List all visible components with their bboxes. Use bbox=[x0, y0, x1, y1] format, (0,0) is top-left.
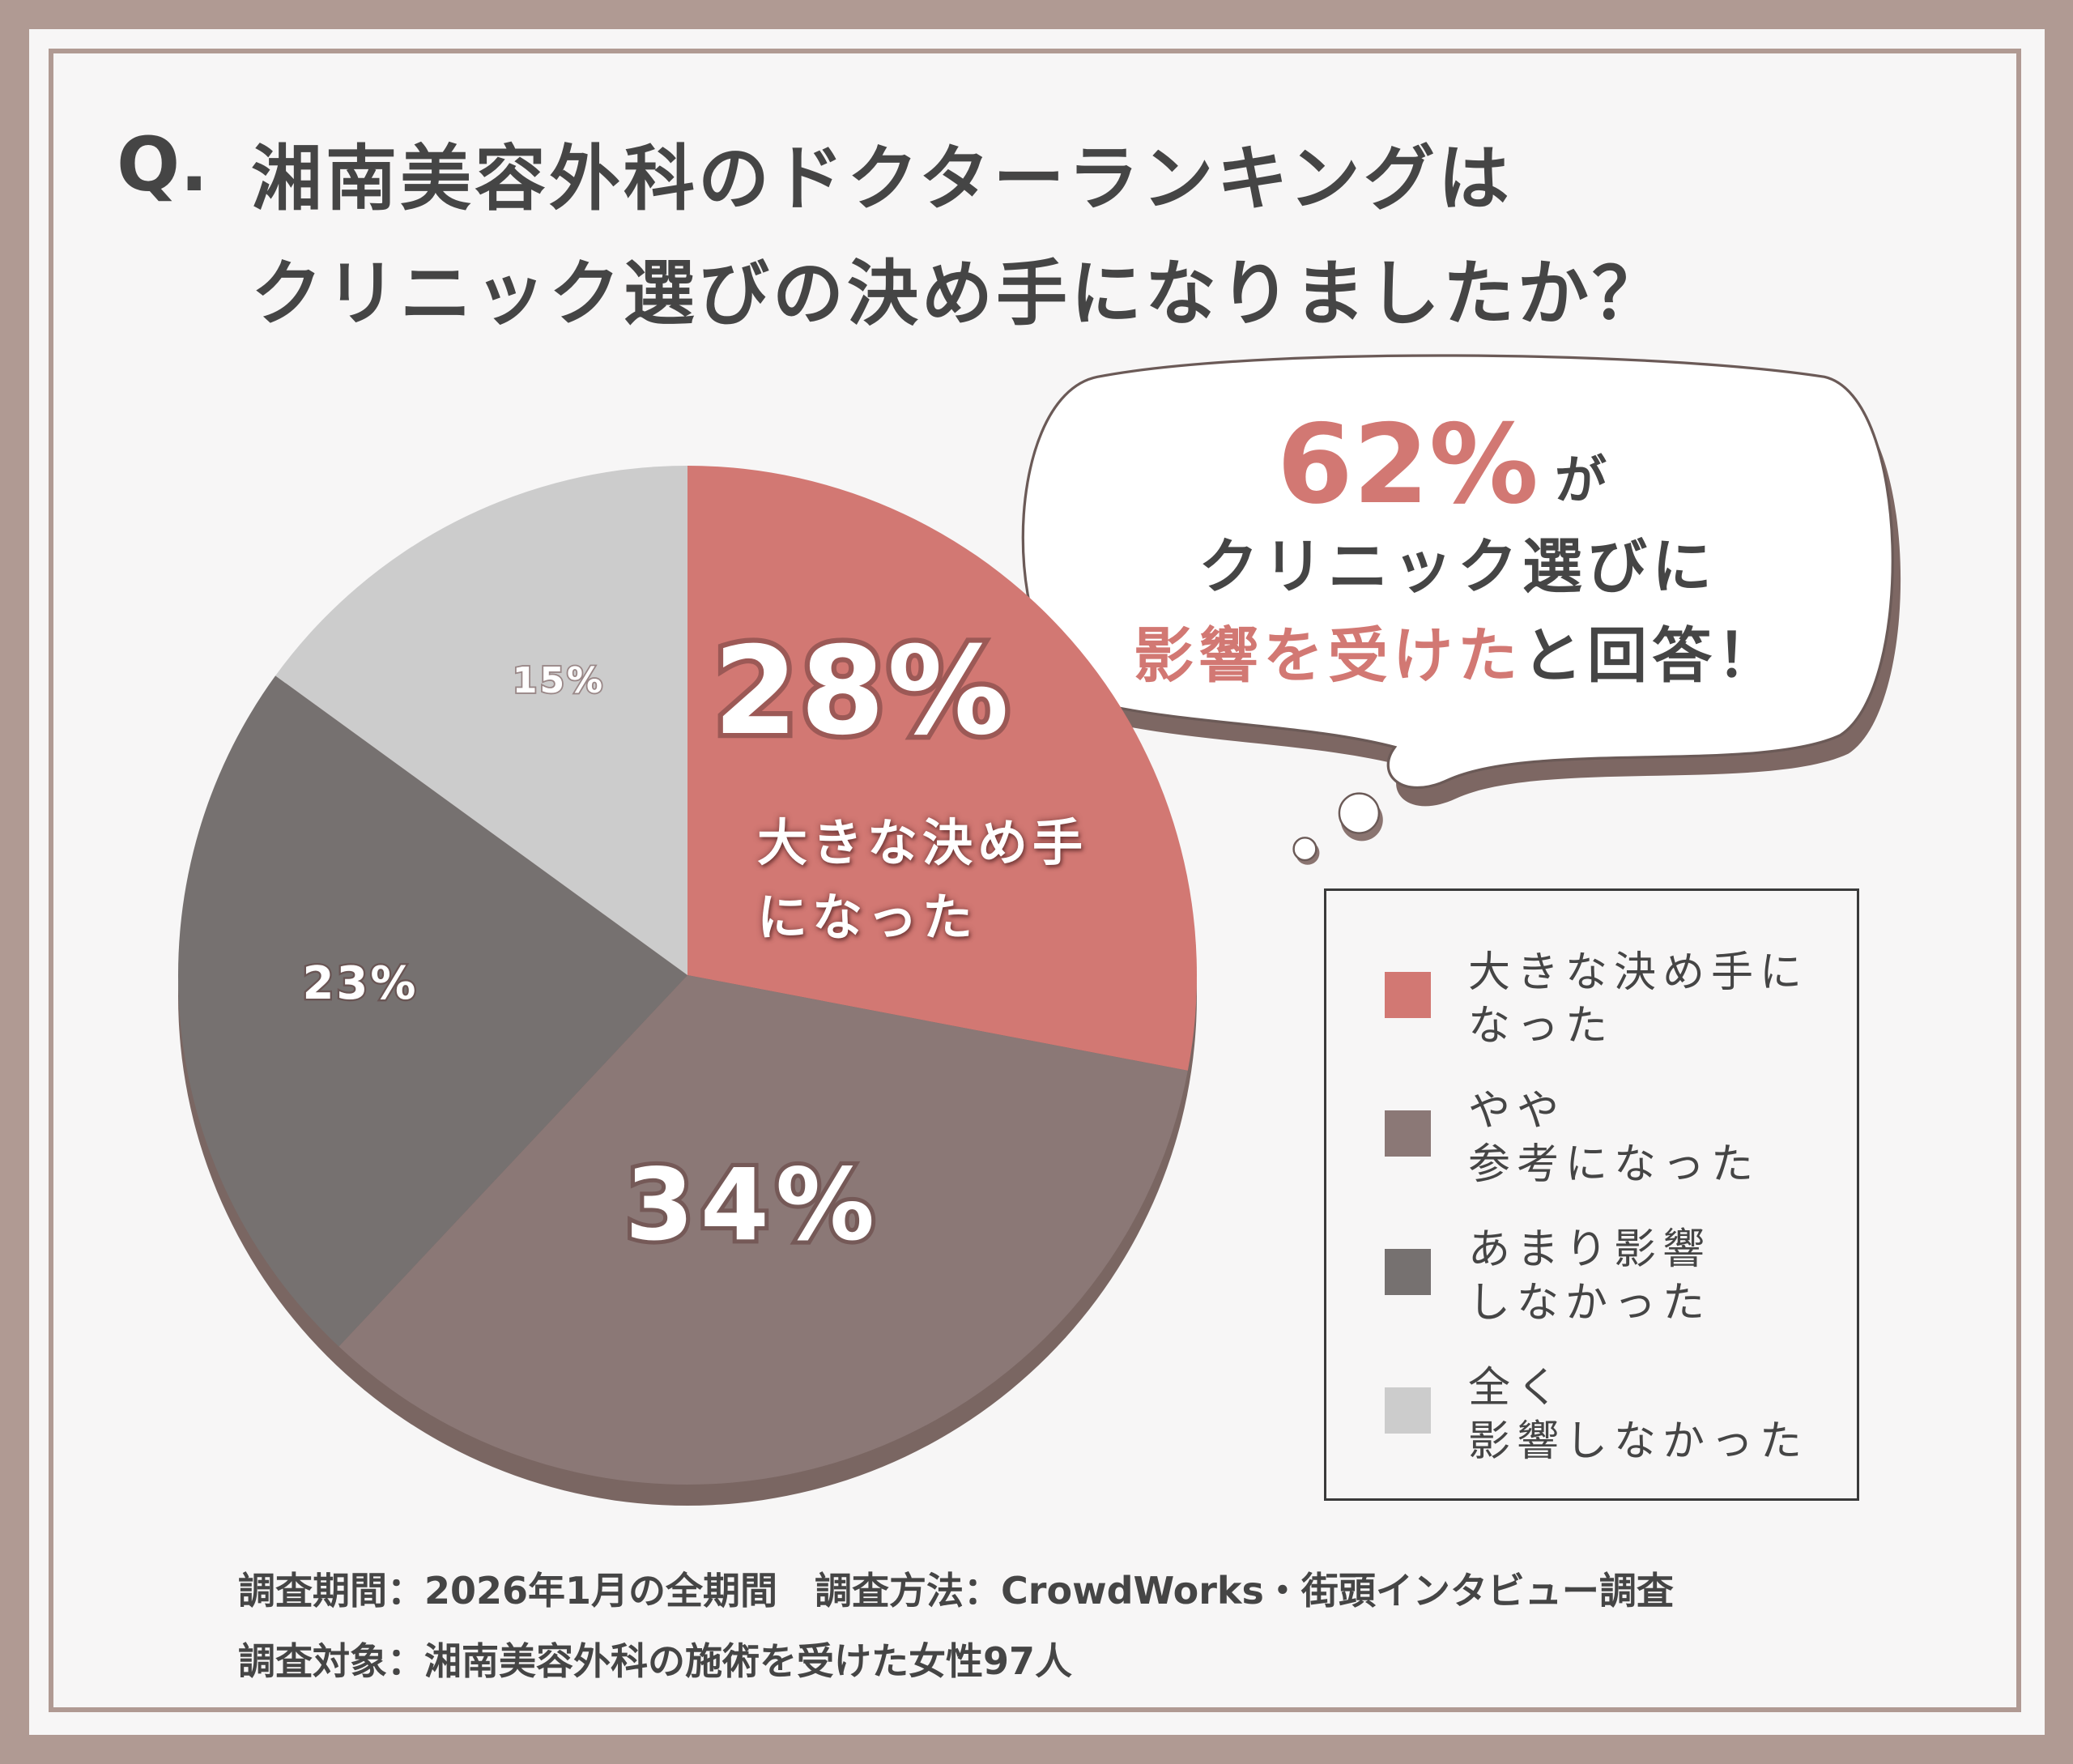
speech-bubble bbox=[1021, 354, 1901, 865]
pie-slice bbox=[687, 466, 1198, 1071]
callout-text: と回答！ bbox=[1522, 621, 1781, 691]
title-label: Q. bbox=[117, 121, 209, 208]
pie-slice bbox=[275, 466, 687, 975]
pie: 28% 34% 23% 15% bbox=[177, 466, 1198, 1506]
callout-highlight: 影響を受けた bbox=[1134, 621, 1522, 691]
callout-text: 影響を受けたと回答！ bbox=[1134, 621, 1781, 691]
legend-label: 全く 影響しなかった bbox=[1468, 1364, 1809, 1466]
legend-swatch bbox=[1385, 1387, 1431, 1434]
legend-swatch bbox=[1385, 972, 1431, 1018]
bubble-dot bbox=[1292, 837, 1317, 862]
value-label: 15% bbox=[513, 660, 605, 701]
legend-label: あまり影響 しなかった bbox=[1468, 1225, 1712, 1327]
footer: 調査期間：2026年1月の全期間 調査方法：CrowdWorks・街頭インタビュ… bbox=[238, 1569, 1674, 1613]
callout-text: が bbox=[1555, 451, 1607, 511]
callout-text: クリニック選びに bbox=[1198, 532, 1717, 602]
callout-value: 62% bbox=[1277, 401, 1539, 528]
frame bbox=[49, 49, 2021, 1712]
chart-title: 湘南美容外科のドクターランキングは クリニック選びの決め手になりましたか？ bbox=[251, 137, 1667, 335]
pie-slice bbox=[177, 675, 687, 1347]
slice-annotation: 大きな決め手 になった bbox=[757, 813, 1088, 947]
footer: 調査対象：湘南美容外科の施術を受けた女性97人 bbox=[238, 1639, 1073, 1683]
legend-swatch bbox=[1385, 1110, 1431, 1157]
legend-swatch bbox=[1385, 1249, 1431, 1295]
legend-label: 大きな決め手に なった bbox=[1468, 948, 1809, 1050]
value-label: 28% bbox=[713, 621, 1011, 762]
value-label: 34% bbox=[625, 1148, 881, 1263]
bubble-dot bbox=[1338, 792, 1381, 834]
legend: 大きな決め手に なった やや 参考になった あまり影響 しなかった 全く 影響しなかっ… bbox=[1324, 888, 1859, 1501]
pie-slice bbox=[338, 975, 1188, 1485]
legend-label: やや 参考になった bbox=[1468, 1087, 1760, 1189]
value-label: 23% bbox=[302, 957, 418, 1010]
